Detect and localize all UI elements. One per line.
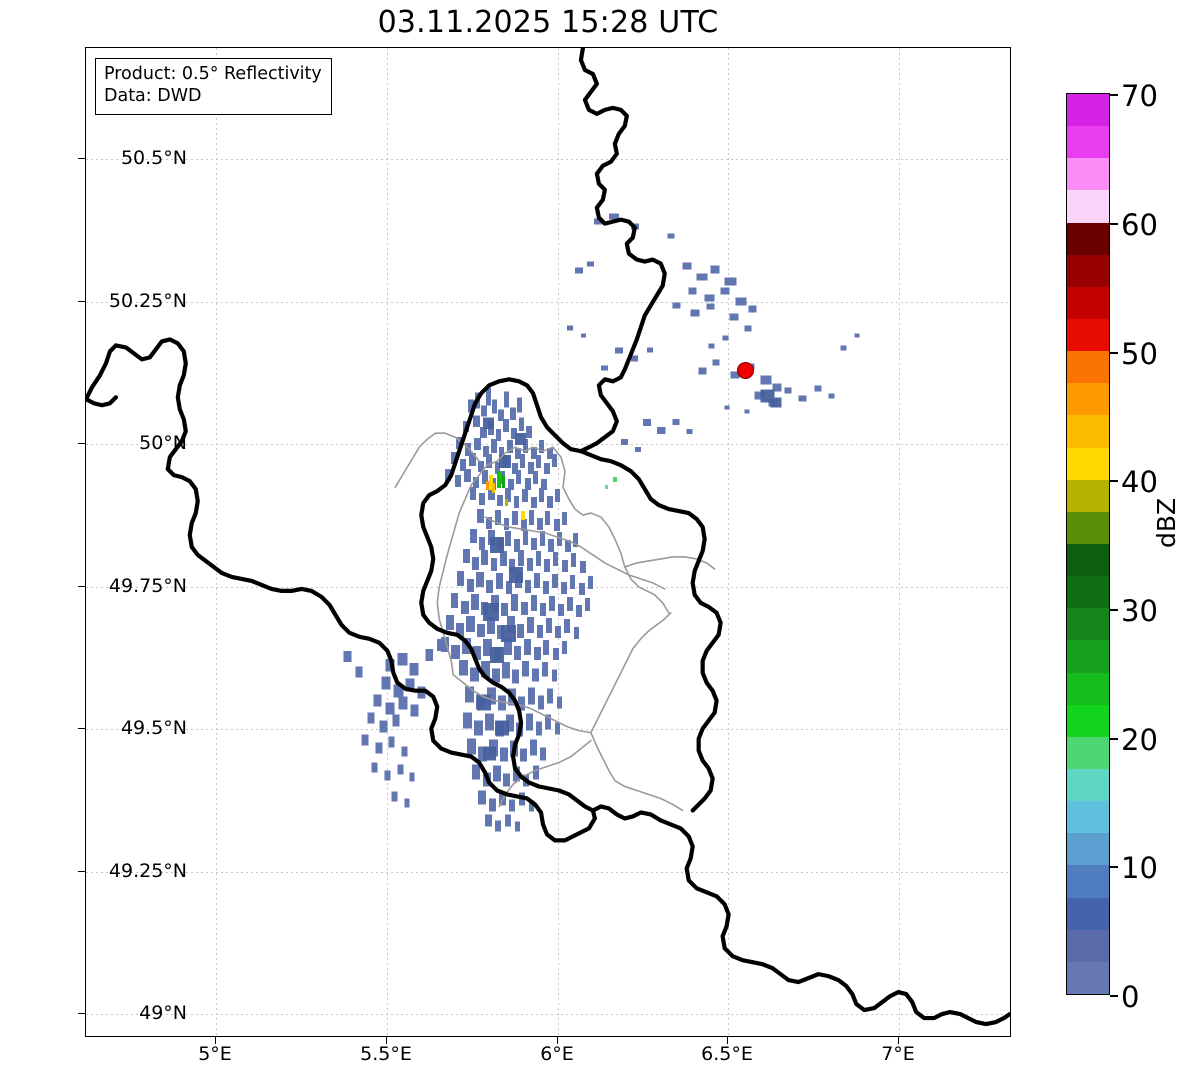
x-axis-tick xyxy=(215,1037,217,1044)
gridline-horizontal xyxy=(86,444,1010,445)
country-borders xyxy=(86,48,1010,1027)
colorbar-band-11 xyxy=(1067,447,1109,480)
colorbar-band-19 xyxy=(1067,704,1109,737)
colorbar-band-5 xyxy=(1067,254,1109,287)
y-axis-tick xyxy=(78,871,85,873)
radar-echo-layer xyxy=(343,213,860,832)
colorbar-tick xyxy=(1110,352,1118,354)
data-source-line: Data: DWD xyxy=(104,85,202,106)
colorbar-band-26 xyxy=(1067,929,1109,962)
y-axis-label: 49.25°N xyxy=(108,860,187,882)
colorbar-band-15 xyxy=(1067,576,1109,609)
x-axis-tick xyxy=(727,1037,729,1044)
x-axis-label: 6.5°E xyxy=(701,1043,753,1065)
gridline-horizontal xyxy=(86,302,1010,303)
product-line: Product: 0.5° Reflectivity xyxy=(104,64,322,84)
colorbar-tick-label: 10 xyxy=(1121,851,1158,885)
x-axis-label: 5.5°E xyxy=(360,1043,412,1065)
gridline-vertical xyxy=(728,48,729,1036)
x-axis-label: 6°E xyxy=(540,1043,574,1065)
gridline-vertical xyxy=(387,48,388,1036)
admin-boundaries xyxy=(394,432,716,812)
colorbar-tick-label: 20 xyxy=(1121,723,1158,757)
x-axis-tick xyxy=(898,1037,900,1044)
colorbar-tick xyxy=(1110,94,1118,96)
colorbar-tick-label: 70 xyxy=(1121,79,1158,113)
y-axis-label: 50.5°N xyxy=(120,147,187,169)
y-axis-label: 49.5°N xyxy=(120,717,187,739)
gridline-horizontal xyxy=(86,1014,1010,1015)
map-axes[interactable]: Product: 0.5° Reflectivity Data: DWD xyxy=(85,47,1011,1037)
colorbar-band-1 xyxy=(1067,126,1109,159)
y-axis-tick xyxy=(78,586,85,588)
colorbar-tick-label: 60 xyxy=(1121,208,1158,242)
y-axis-tick xyxy=(78,158,85,160)
product-info-box: Product: 0.5° Reflectivity Data: DWD xyxy=(95,58,332,115)
gridline-horizontal xyxy=(86,159,1010,160)
colorbar-band-4 xyxy=(1067,222,1109,255)
colorbar-tick-label: 0 xyxy=(1121,980,1140,1014)
colorbar-band-18 xyxy=(1067,672,1109,705)
colorbar-band-0 xyxy=(1067,94,1109,127)
colorbar-band-13 xyxy=(1067,511,1109,544)
colorbar-tick-label: 30 xyxy=(1121,594,1158,628)
colorbar-band-22 xyxy=(1067,801,1109,834)
colorbar[interactable] xyxy=(1066,93,1110,995)
colorbar-band-20 xyxy=(1067,736,1109,769)
colorbar-band-24 xyxy=(1067,865,1109,898)
y-axis-label: 49°N xyxy=(139,1002,187,1024)
y-axis-tick xyxy=(78,301,85,303)
x-axis-label: 5°E xyxy=(198,1043,232,1065)
colorbar-band-9 xyxy=(1067,383,1109,416)
colorbar-band-7 xyxy=(1067,318,1109,352)
colorbar-band-2 xyxy=(1067,158,1109,191)
y-axis-label: 49.75°N xyxy=(108,575,187,597)
colorbar-band-8 xyxy=(1067,351,1109,384)
colorbar-tick xyxy=(1110,866,1118,868)
x-axis-tick xyxy=(557,1037,559,1044)
colorbar-band-21 xyxy=(1067,768,1109,802)
colorbar-axis-label: dBZ xyxy=(1152,497,1181,548)
y-axis-tick xyxy=(78,728,85,730)
colorbar-tick xyxy=(1110,738,1118,740)
y-axis-tick xyxy=(78,1013,85,1015)
y-axis-label: 50°N xyxy=(139,432,187,454)
colorbar-band-6 xyxy=(1067,286,1109,319)
radar-station-marker[interactable] xyxy=(736,361,754,379)
y-axis-tick xyxy=(78,443,85,445)
gridline-vertical xyxy=(216,48,217,1036)
colorbar-band-10 xyxy=(1067,415,1109,448)
colorbar-band-27 xyxy=(1067,961,1109,994)
x-axis-label: 7°E xyxy=(881,1043,915,1065)
colorbar-band-3 xyxy=(1067,190,1109,223)
colorbar-band-12 xyxy=(1067,479,1109,512)
y-axis-label: 50.25°N xyxy=(108,290,187,312)
page-title: 03.11.2025 15:28 UTC xyxy=(377,5,719,40)
colorbar-band-25 xyxy=(1067,897,1109,930)
gridline-vertical xyxy=(899,48,900,1036)
colorbar-tick-label: 50 xyxy=(1121,337,1158,371)
colorbar-band-17 xyxy=(1067,640,1109,673)
colorbar-band-14 xyxy=(1067,543,1109,577)
colorbar-tick xyxy=(1110,223,1118,225)
colorbar-band-16 xyxy=(1067,608,1109,641)
colorbar-tick xyxy=(1110,995,1118,997)
colorbar-tick xyxy=(1110,480,1118,482)
colorbar-band-23 xyxy=(1067,833,1109,866)
x-axis-tick xyxy=(386,1037,388,1044)
colorbar-tick xyxy=(1110,609,1118,611)
colorbar-tick-label: 40 xyxy=(1121,465,1158,499)
map-geometry xyxy=(86,48,1010,1027)
gridline-horizontal xyxy=(86,872,1010,873)
